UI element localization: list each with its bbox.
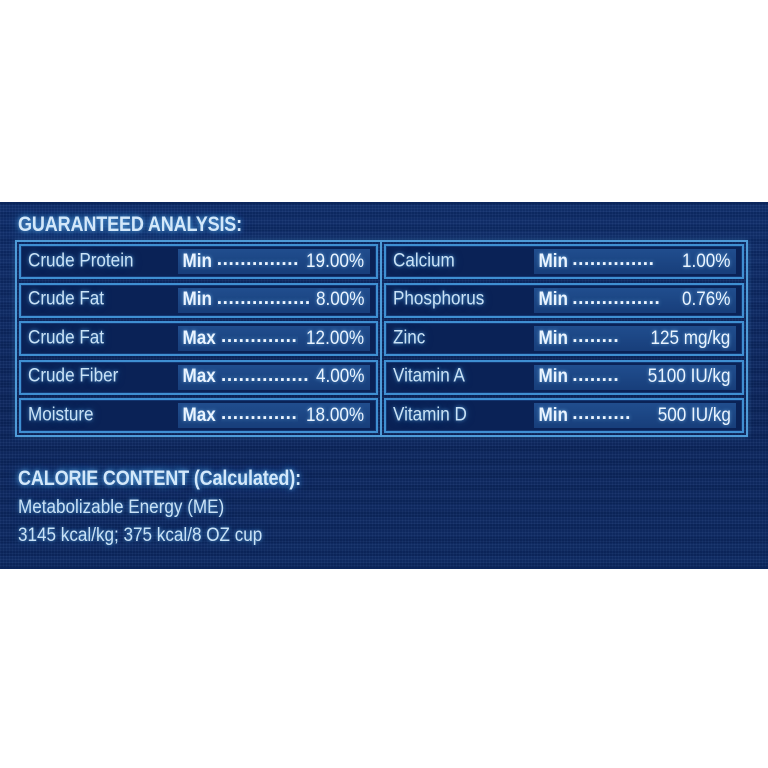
guaranteed-analysis-column-right: Calcium Min .............. 1.00% Phospho…	[382, 242, 747, 435]
nutrient-amount: 500 IU/kg	[657, 404, 731, 426]
table-row: Crude Fiber Max ............... 4.00%	[19, 359, 378, 395]
nutrient-name: Crude Fiber	[28, 365, 119, 387]
nutrient-amount: 4.00%	[315, 366, 365, 387]
nutrient-name: Phosphorus	[392, 288, 484, 310]
nutrient-qualifier: Min	[538, 366, 568, 387]
nutrient-amount: 125 mg/kg	[650, 327, 731, 349]
dot-leader: ................	[216, 288, 309, 308]
nutrient-amount: 8.00%	[315, 289, 365, 310]
nutrient-amount: 19.00%	[306, 250, 365, 272]
nutrient-name: Crude Fat	[28, 327, 105, 349]
nutrient-amount: 18.00%	[306, 404, 365, 426]
nutrient-value-block: Min .............. 1.00%	[533, 249, 736, 274]
dot-leader: ..............	[220, 404, 299, 423]
nutrient-qualifier: Min	[538, 250, 568, 272]
nutrient-name: Moisture	[28, 404, 94, 426]
nutrient-value-block: Min .......... 500 IU/kg	[533, 403, 736, 428]
panel-bottom-edge	[0, 567, 768, 569]
dot-leader: ..........	[572, 404, 632, 423]
nutrient-qualifier: Min	[182, 289, 212, 310]
metabolizable-energy-label: Metabolizable Energy (ME)	[18, 497, 225, 518]
nutrient-qualifier: Min	[538, 404, 568, 426]
nutrient-amount: 12.00%	[306, 327, 365, 349]
nutrient-value-block: Max .............. 12.00%	[178, 326, 370, 351]
nutrient-value-block: Min ............... 0.76%	[533, 287, 736, 313]
nutrient-value-block: Max ............... 4.00%	[178, 364, 370, 390]
nutrient-value-block: Min ............... 19.00%	[178, 249, 370, 274]
dot-leader: ..............	[220, 327, 299, 346]
nutrient-name: Calcium	[392, 250, 455, 272]
table-row: Crude Fat Max .............. 12.00%	[19, 321, 378, 356]
nutrient-name: Zinc	[392, 327, 425, 349]
nutrient-qualifier: Max	[182, 366, 216, 387]
guaranteed-analysis-heading: GUARANTEED ANALYSIS:	[18, 213, 243, 236]
table-row: Vitamin A Min ........ 5100 IU/kg	[383, 359, 744, 395]
nutrient-name: Crude Protein	[28, 250, 134, 272]
guaranteed-analysis-table: Crude Protein Min ............... 19.00%…	[15, 240, 748, 437]
table-row: Phosphorus Min ............... 0.76%	[383, 282, 744, 318]
dot-leader: ........	[572, 327, 620, 346]
nutrient-amount: 1.00%	[682, 250, 731, 272]
nutrient-qualifier: Min	[538, 289, 568, 310]
dot-leader: ...............	[216, 250, 299, 269]
nutrient-amount: 5100 IU/kg	[647, 366, 731, 387]
nutrient-qualifier: Max	[182, 327, 216, 349]
calorie-values-text: 3145 kcal/kg; 375 kcal/8 OZ cup	[18, 525, 263, 546]
table-row: Moisture Max .............. 18.00%	[19, 398, 378, 433]
table-row: Vitamin D Min .......... 500 IU/kg	[383, 398, 744, 433]
nutrient-value-block: Min ................ 8.00%	[178, 287, 370, 313]
nutrient-value-block: Max .............. 18.00%	[178, 403, 370, 428]
nutrient-value-block: Min ........ 5100 IU/kg	[533, 364, 736, 390]
dot-leader: ...............	[572, 288, 661, 308]
nutrient-value-block: Min ........ 125 mg/kg	[533, 326, 736, 351]
table-row: Zinc Min ........ 125 mg/kg	[383, 321, 744, 356]
table-row: Crude Protein Min ............... 19.00%	[19, 244, 378, 279]
nutrient-qualifier: Min	[182, 250, 212, 272]
nutrient-name: Vitamin A	[392, 365, 465, 387]
panel-top-edge	[0, 202, 768, 204]
nutrient-qualifier: Max	[182, 404, 216, 426]
nutrient-amount: 0.76%	[682, 289, 731, 310]
dot-leader: ...............	[220, 365, 309, 385]
calorie-content-heading: CALORIE CONTENT (Calculated):	[18, 467, 301, 490]
table-row: Crude Fat Min ................ 8.00%	[19, 282, 378, 318]
table-row: Calcium Min .............. 1.00%	[383, 244, 744, 279]
nutrient-name: Crude Fat	[28, 288, 105, 310]
nutrient-name: Vitamin D	[392, 404, 467, 426]
dot-leader: ..............	[572, 250, 655, 269]
guaranteed-analysis-column-left: Crude Protein Min ............... 19.00%…	[17, 242, 382, 435]
dot-leader: ........	[572, 365, 620, 385]
nutrient-qualifier: Min	[538, 327, 568, 349]
